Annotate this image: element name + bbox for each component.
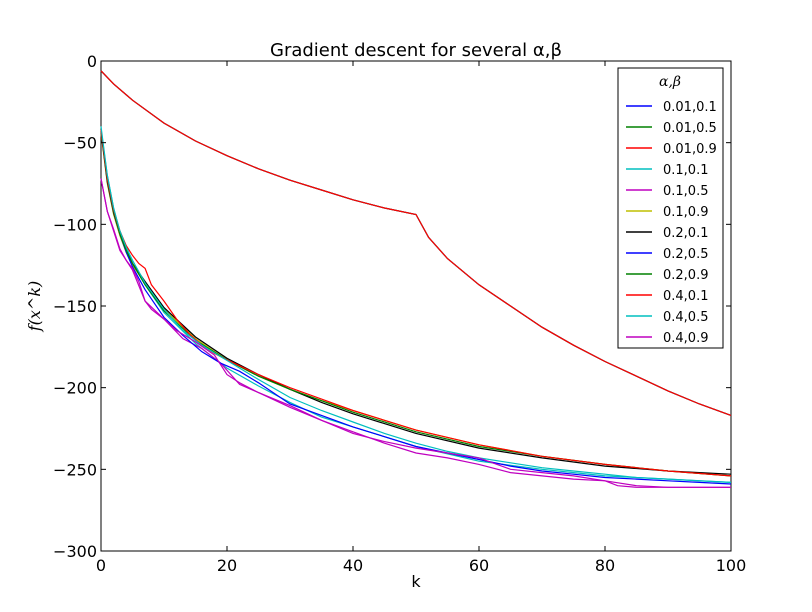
legend-label: 0.01,0.1 xyxy=(663,100,717,115)
x-tick-label: 80 xyxy=(595,556,615,575)
series-layer xyxy=(100,70,732,488)
y-tick-label: −250 xyxy=(53,460,97,479)
legend-entries: 0.01,0.1 0.01,0.5 0.01,0.9 0.1,0.1 0.1,0.5 0.… xyxy=(626,100,717,346)
y-tick-label: −100 xyxy=(53,215,97,234)
y-tick-label: −150 xyxy=(53,297,97,316)
series-line-8 xyxy=(100,129,732,485)
series-line-11 xyxy=(100,126,732,483)
x-tick-label: 40 xyxy=(343,556,363,575)
legend-label: 0.1,0.5 xyxy=(663,184,708,199)
x-tick-label: 60 xyxy=(469,556,489,575)
series-line-12 xyxy=(100,178,731,488)
legend-label: 0.01,0.5 xyxy=(663,121,717,136)
legend-label: 0.4,0.5 xyxy=(663,310,708,325)
chart-title: Gradient descent for several α,β xyxy=(270,40,562,61)
y-axis-title: f(x^k) xyxy=(25,281,44,333)
legend-label: 0.4,0.9 xyxy=(663,331,708,346)
legend: α,β 0.01,0.1 0.01,0.5 0.01,0.9 0.1,0.1 0.1,0… xyxy=(617,67,724,349)
x-tick-label: 20 xyxy=(217,556,237,575)
legend-title: α,β xyxy=(659,74,681,90)
y-tick-label: −300 xyxy=(53,542,97,561)
legend-label: 0.1,0.1 xyxy=(663,163,708,178)
x-tick-label: 0 xyxy=(96,556,106,575)
legend-label: 0.01,0.9 xyxy=(663,142,717,157)
y-tick-label: −50 xyxy=(63,134,97,153)
legend-label: 0.1,0.9 xyxy=(663,205,708,220)
legend-label: 0.4,0.1 xyxy=(663,289,708,304)
legend-label: 0.2,0.5 xyxy=(663,247,708,262)
legend-box xyxy=(617,67,724,349)
x-axis-title: k xyxy=(411,572,421,591)
x-tick-label: 100 xyxy=(716,556,747,575)
y-tick-label: −200 xyxy=(53,379,97,398)
legend-label: 0.2,0.9 xyxy=(663,268,708,283)
ticks-layer: 0 20 40 60 80 100 0 −50 −100 −150 −200 −250 −300 xyxy=(53,52,746,575)
series-line-3 xyxy=(100,70,732,416)
legend-label: 0.2,0.1 xyxy=(663,226,708,241)
y-tick-label: 0 xyxy=(87,52,97,71)
